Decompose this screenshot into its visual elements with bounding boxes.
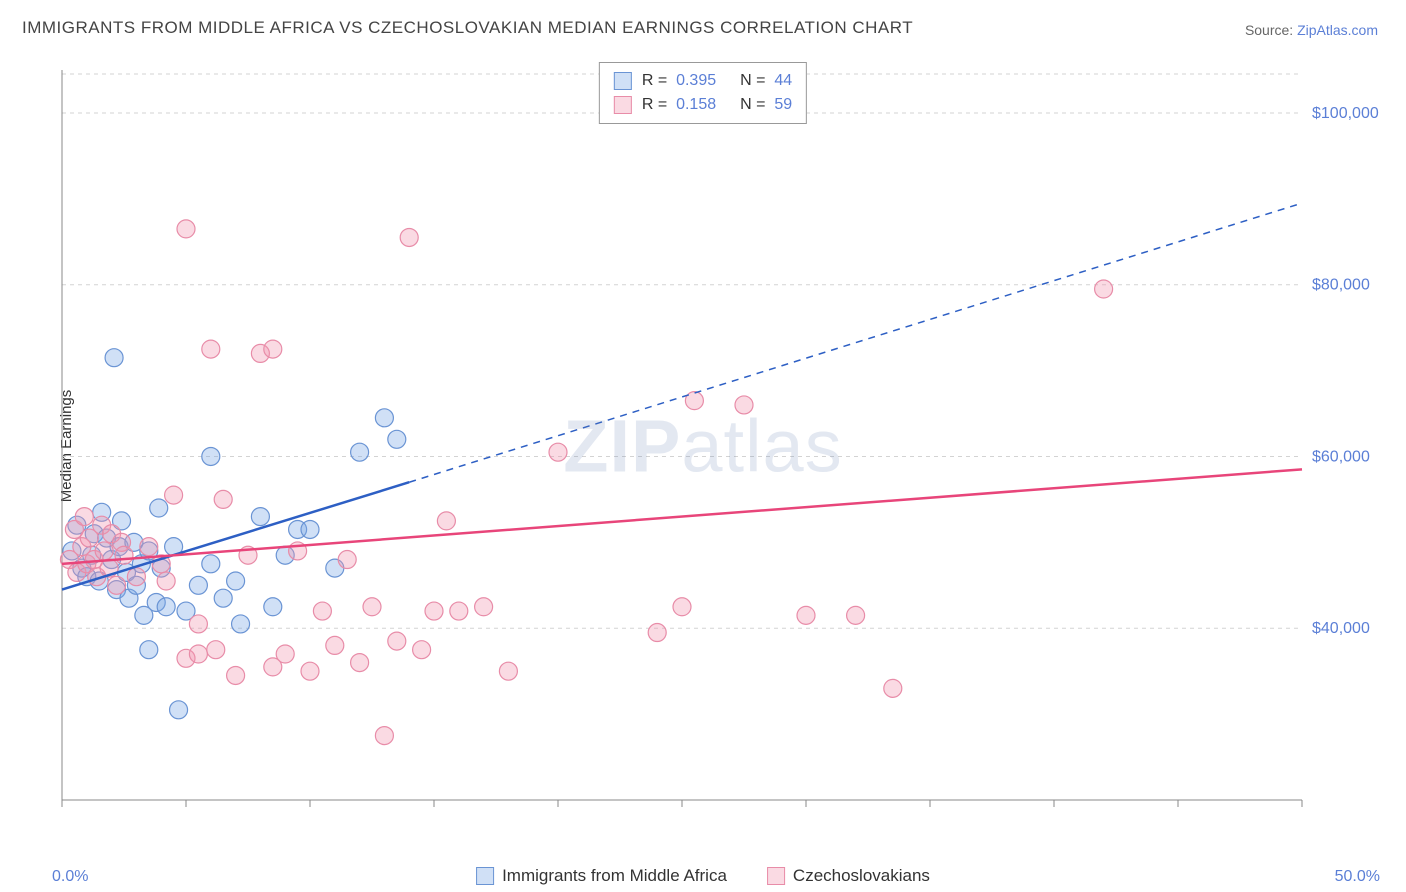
legend-swatch bbox=[614, 96, 632, 114]
series-legend-item: Immigrants from Middle Africa bbox=[476, 866, 727, 886]
chart-title: IMMIGRANTS FROM MIDDLE AFRICA VS CZECHOS… bbox=[22, 18, 913, 38]
series-label: Immigrants from Middle Africa bbox=[502, 866, 727, 886]
legend-stat-row: R = 0.158 N = 59 bbox=[614, 93, 792, 117]
source-attribution: Source: ZipAtlas.com bbox=[1245, 22, 1378, 38]
x-axis-min-label: 0.0% bbox=[52, 868, 88, 886]
svg-text:$40,000: $40,000 bbox=[1312, 620, 1370, 637]
legend-r: R = 0.158 bbox=[642, 93, 716, 117]
legend-swatch bbox=[614, 72, 632, 90]
series-label: Czechoslovakians bbox=[793, 866, 930, 886]
x-axis-max-label: 50.0% bbox=[1335, 868, 1380, 886]
chart-canvas: $40,000 $60,000 $80,000 $100,000 bbox=[52, 60, 1382, 840]
source-label: Source: bbox=[1245, 22, 1293, 38]
legend-swatch bbox=[767, 867, 785, 885]
legend-n: N = 44 bbox=[740, 69, 792, 93]
svg-text:$80,000: $80,000 bbox=[1312, 277, 1370, 294]
series-legend-item: Czechoslovakians bbox=[767, 866, 930, 886]
svg-text:$60,000: $60,000 bbox=[1312, 448, 1370, 465]
legend-n: N = 59 bbox=[740, 93, 792, 117]
legend-r: R = 0.395 bbox=[642, 69, 716, 93]
legend-stat-row: R = 0.395 N = 44 bbox=[614, 69, 792, 93]
svg-text:$100,000: $100,000 bbox=[1312, 105, 1379, 122]
correlation-legend: R = 0.395 N = 44 R = 0.158 N = 59 bbox=[599, 62, 807, 124]
scatter-plot: $40,000 $60,000 $80,000 $100,000 bbox=[52, 60, 1382, 840]
series-legend: Immigrants from Middle Africa Czechoslova… bbox=[476, 866, 930, 886]
legend-swatch bbox=[476, 867, 494, 885]
source-value: ZipAtlas.com bbox=[1297, 22, 1378, 38]
